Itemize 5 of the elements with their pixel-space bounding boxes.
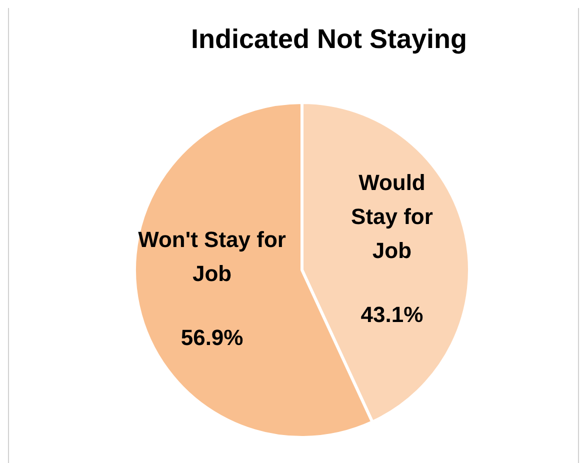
chart-title: Indicated Not Staying [190, 24, 468, 55]
data-label: 56.9% [180, 324, 244, 350]
slice-label: Won't Stay for Job [138, 226, 286, 286]
data-label: 43.1% [360, 302, 424, 328]
slice-label: Would Stay for Job [351, 170, 434, 264]
